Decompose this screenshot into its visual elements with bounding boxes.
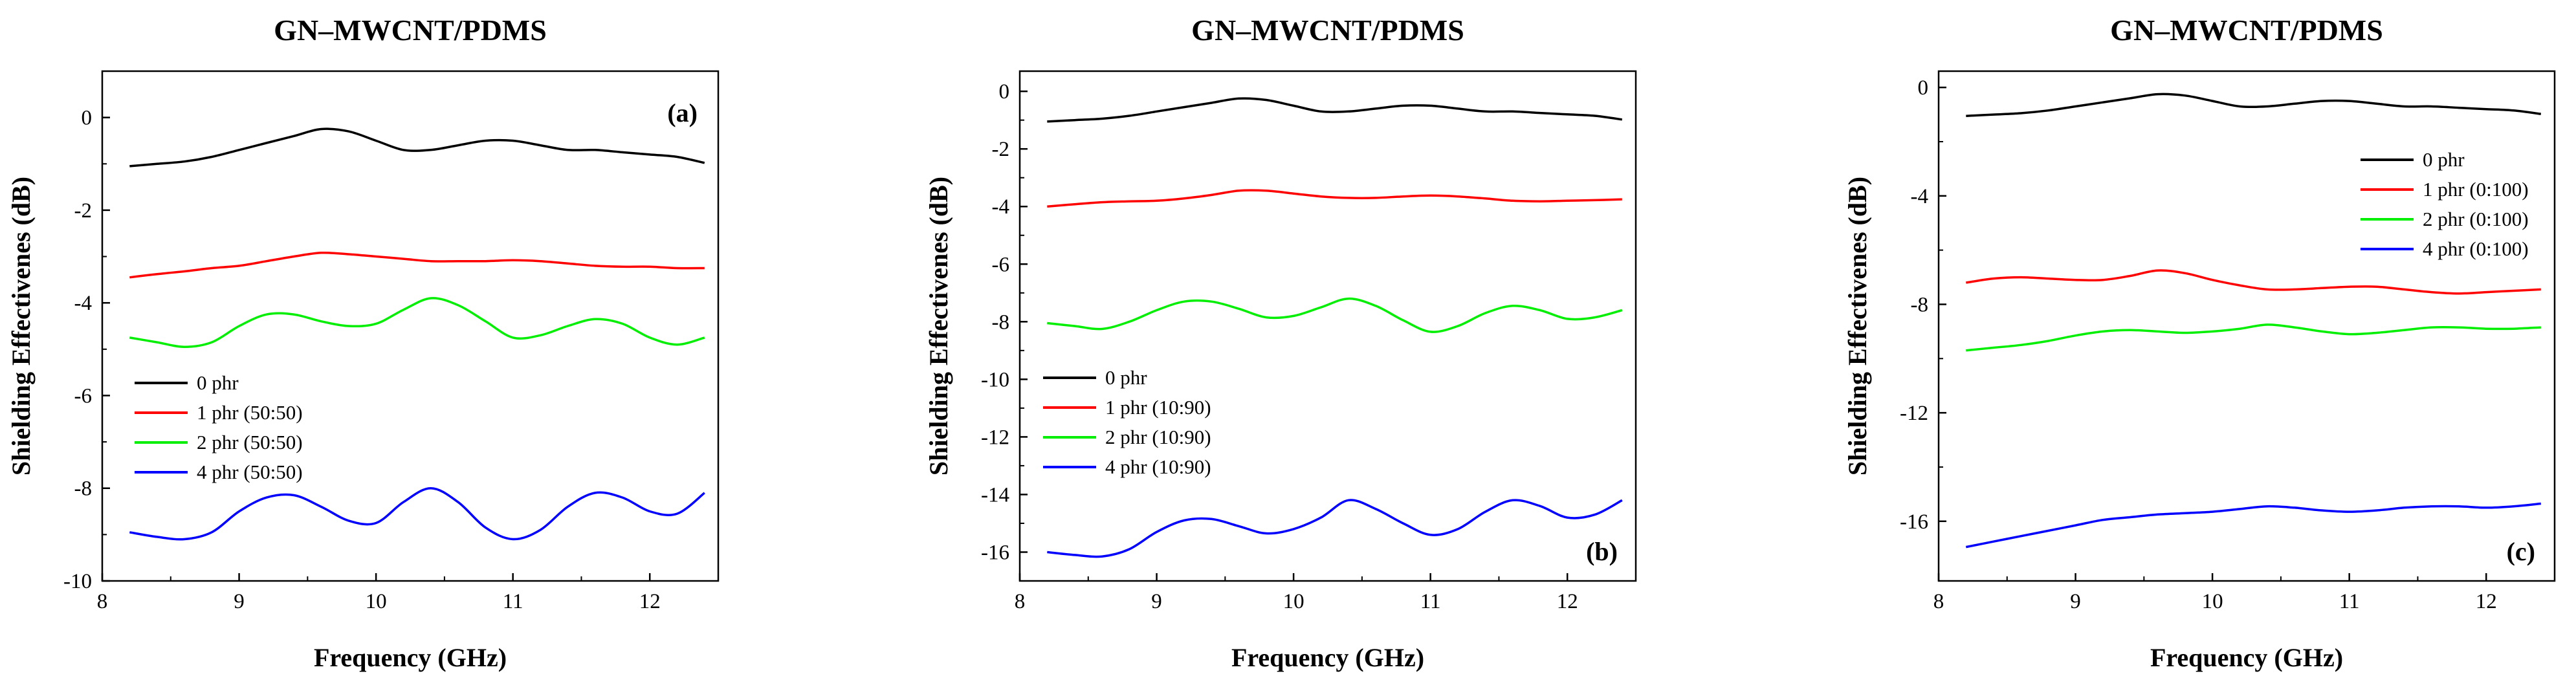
legend-label: 2 phr (50:50) [197,431,303,453]
x-tick-label: 10 [2202,590,2223,613]
series-line-1 [129,251,705,279]
series-line-3 [1047,499,1623,558]
x-axis-label: Frequency (GHz) [2150,643,2343,672]
y-tick-label: 0 [82,107,93,130]
y-tick-label: -14 [981,483,1009,507]
chart-title: GN–MWCNT/PDMS [1191,14,1464,47]
y-tick-label: -2 [74,199,93,223]
x-tick-label: 11 [503,590,523,613]
x-tick-label: 9 [1151,590,1162,613]
x-tick-label: 8 [97,590,108,613]
x-tick-label: 11 [2339,590,2360,613]
chart-panel-c: GN–MWCNT/PDMS 8 9 10 11 12 0 -4 -8 -12 -16 Frequenc… [1843,14,2556,672]
chart-title: GN–MWCNT/PDMS [2110,14,2383,47]
y-tick-label: -8 [992,311,1010,334]
y-tick-label: -8 [1911,293,1929,316]
series-line-3 [129,486,705,541]
legend: 0 phr 1 phr (0:100) 2 phr (0:100) 4 phr (0:… [2361,148,2529,260]
legend-label: 1 phr (10:90) [1105,396,1211,419]
y-tick-label: -12 [1900,402,1928,425]
legend-label: 1 phr (50:50) [197,401,303,424]
x-tick-label: 12 [639,590,661,613]
y-tick-label: -12 [981,426,1009,449]
x-tick-label: 10 [1283,590,1305,613]
x-tick-label: 11 [1420,590,1441,613]
x-axis-label: Frequency (GHz) [1231,643,1424,672]
x-tick-label: 9 [234,590,245,613]
plot-frame [1937,70,2556,582]
y-tick-label: -16 [1900,510,1928,534]
y-axis-label: Shielding Effectivenes (dB) [1843,177,1872,475]
legend-label: 2 phr (10:90) [1105,426,1211,448]
y-tick-label: 0 [1918,76,1929,100]
y-tick-label: -4 [1911,185,1929,208]
chart-panel-b: GN–MWCNT/PDMS 8 9 10 11 12 0 -2 -4 -6 -8 -10 -12 -14 -… [924,14,1637,672]
y-tick-label: 0 [999,80,1010,104]
y-tick-label: -16 [981,541,1009,564]
x-tick-label: 9 [2070,590,2081,613]
y-tick-label: -4 [74,292,93,315]
legend: 0 phr 1 phr (10:90) 2 phr (10:90) 4 phr (10… [1043,366,1211,478]
y-axis-label: Shielding Effectivenes (dB) [6,177,36,475]
x-tick-label: 10 [366,590,387,613]
series-line-3 [1965,502,2541,549]
y-tick-label: -4 [992,195,1010,219]
y-tick-label: -10 [981,368,1009,391]
legend-label: 4 phr (10:90) [1105,455,1211,478]
y-tick-label: -8 [74,477,93,501]
legend: 0 phr 1 phr (50:50) 2 phr (50:50) 4 phr (50… [135,371,303,483]
legend-label: 0 phr [197,371,239,394]
x-tick-label: 12 [2476,590,2497,613]
x-tick-label: 8 [1015,590,1026,613]
series-line-1 [1966,269,2541,295]
panel-label: (b) [1586,537,1618,566]
legend-label: 4 phr (50:50) [197,461,303,483]
legend-label: 0 phr [1105,366,1147,389]
x-axis-label: Frequency (GHz) [314,643,507,672]
series-line-0 [129,127,705,168]
legend-label: 1 phr (0:100) [2423,178,2529,201]
y-tick-label: -6 [992,253,1010,276]
panel-label: (a) [667,98,698,127]
x-tick-label: 12 [1557,590,1578,613]
chart-panel-a: GN–MWCNT/PDMS 8 9 10 11 12 0 -2 -4 -6 -8 -10 Frequen… [6,14,720,672]
series-line-2 [1047,297,1623,333]
legend-label: 4 phr (0:100) [2423,237,2529,260]
series-line-0 [1047,97,1623,123]
legend-label: 0 phr [2423,148,2465,171]
x-tick-label: 8 [1933,590,1944,613]
plot-frame [101,70,720,582]
y-tick-label: -6 [74,384,93,408]
series-line-2 [1966,323,2541,352]
legend-label: 2 phr (0:100) [2423,208,2529,230]
y-tick-label: -2 [992,138,1010,161]
series-line-2 [129,297,705,348]
y-tick-label: -10 [63,570,92,593]
plot-frame [1018,70,1637,582]
series-line-0 [1966,93,2542,117]
series-line-1 [1047,189,1622,208]
chart-title: GN–MWCNT/PDMS [274,14,547,47]
y-axis-label: Shielding Effectivenes (dB) [924,177,953,475]
panel-label: (c) [2507,537,2535,566]
